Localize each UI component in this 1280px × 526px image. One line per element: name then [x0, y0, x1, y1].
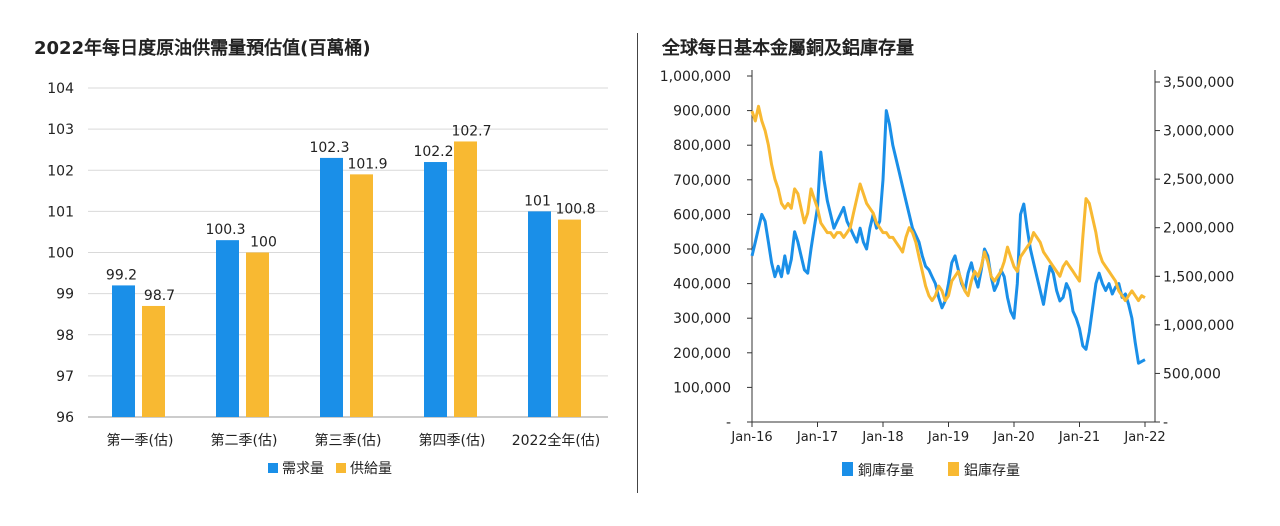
x-tick-label: 第一季(估) — [107, 432, 174, 449]
y-tick-label: 101 — [47, 204, 74, 220]
y-tick-label: 96 — [56, 410, 74, 426]
x-tick-label: Jan-20 — [992, 430, 1034, 445]
bar-demand — [216, 240, 239, 417]
y-left-tick-label: 400,000 — [673, 277, 731, 293]
y-tick-label: 104 — [47, 81, 74, 97]
bar-demand — [528, 211, 551, 417]
x-tick-label: 第三季(估) — [315, 432, 382, 449]
chart-divider — [637, 33, 638, 493]
data-label: 101.9 — [347, 156, 387, 172]
y-left-tick-label: 700,000 — [673, 173, 731, 189]
y-tick-label: 100 — [47, 246, 74, 262]
bar-demand — [112, 285, 135, 417]
data-label: 102.7 — [451, 123, 491, 139]
x-tick-label: Jan-18 — [861, 430, 903, 445]
legend-label: 鋁庫存量 — [964, 462, 1020, 479]
y-right-tick-label: - — [1163, 415, 1168, 431]
y-left-tick-label: - — [726, 415, 731, 431]
y-right-tick-label: 3,500,000 — [1163, 75, 1234, 91]
y-tick-label: 102 — [47, 163, 74, 179]
x-tick-label: 第二季(估) — [211, 432, 278, 449]
bar-supply — [558, 219, 581, 417]
x-tick-label: Jan-21 — [1058, 430, 1100, 445]
bar-supply — [142, 305, 165, 417]
y-left-tick-label: 200,000 — [673, 346, 731, 362]
y-left-tick-label: 800,000 — [673, 138, 731, 154]
y-left-tick-label: 300,000 — [673, 311, 731, 327]
y-right-tick-label: 1,000,000 — [1163, 318, 1234, 334]
x-tick-label: Jan-22 — [1123, 430, 1165, 445]
y-tick-label: 97 — [56, 369, 74, 385]
x-tick-label: Jan-19 — [927, 430, 969, 445]
data-label: 98.7 — [144, 288, 175, 304]
bar-supply — [350, 174, 373, 417]
data-label: 100.8 — [555, 202, 595, 218]
data-label: 101 — [524, 193, 551, 209]
y-left-tick-label: 900,000 — [673, 104, 731, 120]
legend-label: 需求量 — [282, 461, 324, 477]
legend-swatch — [268, 463, 278, 473]
x-tick-label: Jan-16 — [730, 430, 772, 445]
y-right-tick-label: 500,000 — [1163, 366, 1221, 382]
legend-label: 供給量 — [350, 461, 392, 477]
y-tick-label: 98 — [56, 328, 74, 344]
y-right-tick-label: 2,000,000 — [1163, 221, 1234, 237]
x-tick-label: Jan-17 — [796, 430, 838, 445]
bar-demand — [424, 162, 447, 417]
data-label: 99.2 — [106, 267, 137, 283]
y-right-tick-label: 1,500,000 — [1163, 269, 1234, 285]
legend-swatch — [842, 462, 853, 476]
bar-demand — [320, 157, 343, 417]
bar-chart-title: 2022年每日度原油供需量預估值(百萬桶) — [34, 38, 371, 59]
series-line-aluminum — [750, 104, 1146, 303]
y-left-tick-label: 600,000 — [673, 207, 731, 223]
y-left-tick-label: 500,000 — [673, 242, 731, 258]
legend-label: 銅庫存量 — [858, 462, 914, 479]
data-label: 100 — [250, 235, 277, 251]
legend-swatch — [336, 463, 346, 473]
data-label: 102.3 — [309, 140, 349, 156]
data-label: 102.2 — [413, 144, 453, 160]
x-tick-label: 2022全年(估) — [512, 432, 601, 449]
y-tick-label: 99 — [56, 287, 74, 303]
legend-swatch — [948, 462, 959, 476]
x-tick-label: 第四季(估) — [419, 432, 486, 449]
series-line-copper — [750, 109, 1146, 365]
y-right-tick-label: 3,000,000 — [1163, 124, 1234, 140]
y-right-tick-label: 2,500,000 — [1163, 172, 1234, 188]
data-label: 100.3 — [205, 222, 245, 238]
bar-supply — [454, 141, 477, 417]
bar-supply — [246, 252, 269, 417]
y-tick-label: 103 — [47, 122, 74, 138]
bar-chart: 96 97 98 99 100 101 102 103 104 第一季(估) 99.2 98.7 第二季… — [47, 81, 608, 477]
line-chart-title: 全球每日基本金屬銅及鋁庫存量 — [662, 38, 914, 59]
y-left-tick-label: 1,000,000 — [660, 69, 731, 85]
y-left-tick-label: 100,000 — [673, 380, 731, 396]
